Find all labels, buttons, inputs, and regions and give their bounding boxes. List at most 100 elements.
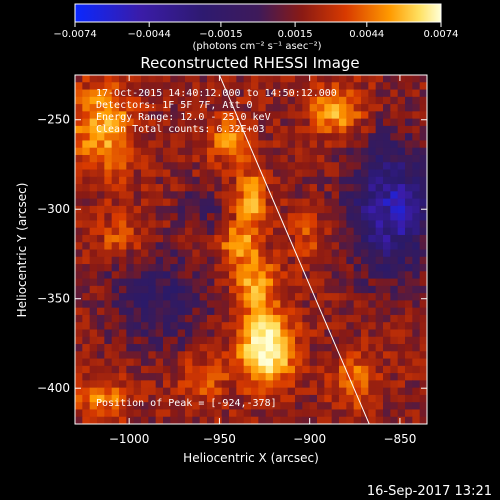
heatmap-cell xyxy=(192,198,201,207)
heatmap-cell xyxy=(309,256,318,265)
heatmap-cell xyxy=(251,249,259,258)
heatmap-cell xyxy=(104,133,113,142)
heatmap-cell xyxy=(353,82,362,91)
heatmap-cell xyxy=(236,271,245,280)
heatmap-cell xyxy=(397,125,406,134)
heatmap-cell xyxy=(375,176,384,185)
heatmap-cell xyxy=(236,198,245,207)
heatmap-cell xyxy=(405,154,413,163)
heatmap-cell xyxy=(207,191,215,200)
heatmap-cell xyxy=(214,373,223,381)
heatmap-cell xyxy=(185,322,193,331)
annotation-detectors: Detectors: 1F 5F 7F, Att 0 xyxy=(96,100,253,111)
colorbar-tick-label: 0.0044 xyxy=(349,29,384,40)
heatmap-cell xyxy=(229,300,237,309)
heatmap-cell xyxy=(170,336,179,345)
heatmap-cell xyxy=(265,220,274,229)
heatmap-cell xyxy=(163,213,171,222)
heatmap-cell xyxy=(75,169,83,178)
heatmap-cell xyxy=(368,394,377,403)
heatmap-cell xyxy=(185,111,193,120)
heatmap-cell xyxy=(251,234,259,243)
heatmap-cell xyxy=(383,329,391,338)
heatmap-cell xyxy=(339,89,347,98)
heatmap-cell xyxy=(199,271,208,280)
heatmap-cell xyxy=(177,169,186,178)
heatmap-cell xyxy=(317,300,325,309)
heatmap-cell xyxy=(104,75,113,83)
heatmap-cell xyxy=(214,380,223,389)
heatmap-cell xyxy=(155,96,164,105)
heatmap-cell xyxy=(236,256,245,265)
heatmap-cell xyxy=(280,373,289,381)
heatmap-cell xyxy=(89,118,98,127)
heatmap-cell xyxy=(361,133,369,142)
heatmap-cell xyxy=(324,96,333,105)
heatmap-cell xyxy=(273,358,281,367)
heatmap-cell xyxy=(309,96,318,105)
heatmap-cell xyxy=(295,285,303,294)
heatmap-cell xyxy=(185,409,193,418)
heatmap-cell xyxy=(126,234,135,243)
heatmap-cell xyxy=(339,256,347,265)
heatmap-cell xyxy=(192,373,201,381)
heatmap-cell xyxy=(302,234,311,243)
heatmap-cell xyxy=(339,278,347,287)
heatmap-cell xyxy=(273,154,281,163)
heatmap-cell xyxy=(309,300,318,309)
heatmap-cell xyxy=(111,82,120,91)
heatmap-cell xyxy=(82,133,91,142)
heatmap-cell xyxy=(75,133,83,142)
heatmap-cell xyxy=(75,336,83,345)
heatmap-cell xyxy=(331,169,340,178)
heatmap-cell xyxy=(119,416,127,424)
heatmap-cell xyxy=(265,256,274,265)
heatmap-cell xyxy=(185,118,193,127)
heatmap-cell xyxy=(89,380,98,389)
heatmap-cell xyxy=(419,104,427,112)
heatmap-cell xyxy=(265,147,274,156)
heatmap-cell xyxy=(412,256,421,265)
heatmap-cell xyxy=(419,256,427,265)
heatmap-cell xyxy=(405,358,413,367)
heatmap-cell xyxy=(361,191,369,200)
heatmap-cell xyxy=(236,402,245,411)
heatmap-cell xyxy=(287,111,296,120)
heatmap-cell xyxy=(309,75,318,83)
heatmap-cell xyxy=(361,336,369,345)
heatmap-cell xyxy=(199,285,208,294)
heatmap-cell xyxy=(133,409,142,418)
heatmap-cell xyxy=(82,220,91,229)
heatmap-cell xyxy=(258,358,267,367)
heatmap-cell xyxy=(111,322,120,331)
heatmap-cell xyxy=(397,351,406,360)
heatmap-cell xyxy=(155,351,164,360)
heatmap-cell xyxy=(236,133,245,142)
heatmap-cell xyxy=(214,365,223,374)
heatmap-cell xyxy=(236,162,245,171)
heatmap-cell xyxy=(89,271,98,280)
heatmap-cell xyxy=(104,169,113,178)
heatmap-cell xyxy=(353,307,362,316)
heatmap-cell xyxy=(309,242,318,251)
heatmap-cell xyxy=(339,242,347,251)
heatmap-cell xyxy=(346,227,355,236)
heatmap-cell xyxy=(273,409,281,418)
heatmap-cell xyxy=(368,285,377,294)
heatmap-cell xyxy=(229,89,237,98)
heatmap-cell xyxy=(229,191,237,200)
heatmap-cell xyxy=(368,278,377,287)
heatmap-cell xyxy=(126,256,135,265)
heatmap-cell xyxy=(104,205,113,214)
heatmap-cell xyxy=(309,409,318,418)
heatmap-cell xyxy=(412,387,421,396)
heatmap-cell xyxy=(104,387,113,396)
heatmap-cell xyxy=(133,314,142,323)
heatmap-cell xyxy=(317,191,325,200)
heatmap-cell xyxy=(214,264,223,272)
heatmap-cell xyxy=(89,365,98,374)
heatmap-cell xyxy=(390,402,399,411)
heatmap-cell xyxy=(251,409,259,418)
heatmap-cell xyxy=(273,140,281,149)
heatmap-cell xyxy=(339,162,347,171)
